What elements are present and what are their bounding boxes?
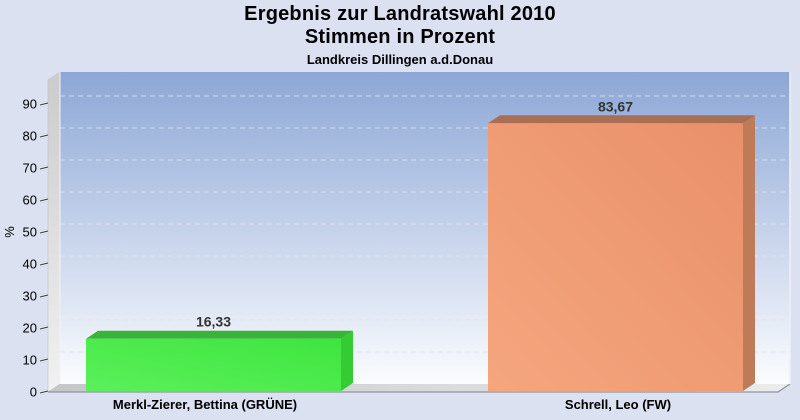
y-tick-40 (39, 262, 49, 266)
bar-side-face (341, 330, 353, 391)
y-tick-label-70: 70 (23, 161, 37, 176)
bar-value-label: 16,33 (196, 314, 231, 330)
bar-top-face (488, 115, 755, 124)
y-tick-label-60: 60 (23, 193, 37, 208)
y-tick-50 (39, 230, 49, 234)
plot-front-bottom-edge (48, 383, 791, 393)
chart-subtitle: Landkreis Dillingen a.d.Donau (306, 52, 494, 67)
bar-merkl-zierer: 16,33 (86, 314, 353, 391)
y-axis-label: % (2, 226, 17, 238)
y-tick-90 (39, 102, 49, 106)
y-tick-30 (39, 294, 49, 298)
y-tick-label-0: 0 (30, 385, 37, 400)
y-tick-label-40: 40 (23, 257, 37, 272)
y-tick-60 (39, 198, 49, 202)
bar-side-face (743, 115, 755, 392)
y-tick-70 (39, 166, 49, 170)
plot-left-wall (47, 71, 61, 393)
category-label-merkl-zierer: Merkl-Zierer, Bettina (GRÜNE) (112, 397, 298, 412)
chart-title-line2: Stimmen in Prozent (304, 26, 496, 48)
y-tick-label-80: 80 (23, 129, 37, 144)
bar-value-label: 83,67 (598, 98, 633, 114)
y-tick-label-30: 30 (23, 289, 37, 304)
y-tick-80 (39, 134, 49, 138)
y-tick-10 (39, 358, 49, 362)
y-tick-label-10: 10 (23, 353, 37, 368)
y-tick-0 (39, 390, 49, 394)
y-tick-label-20: 20 (23, 321, 37, 336)
bar-top-face (86, 330, 353, 339)
chart-title-line1: Ergebnis zur Landratswahl 2010 (244, 3, 556, 25)
category-label-schrell: Schrell, Leo (FW) (564, 397, 672, 412)
bar-front-face (488, 123, 743, 392)
y-tick-label-50: 50 (23, 225, 37, 240)
bar-front-face (86, 338, 341, 391)
bar-schrell: 83,67 (488, 98, 755, 392)
y-tick-label-90: 90 (23, 97, 37, 112)
y-tick-20 (39, 326, 49, 330)
chart-header: Ergebnis zur Landratswahl 2010 Stimmen i… (0, 3, 800, 67)
